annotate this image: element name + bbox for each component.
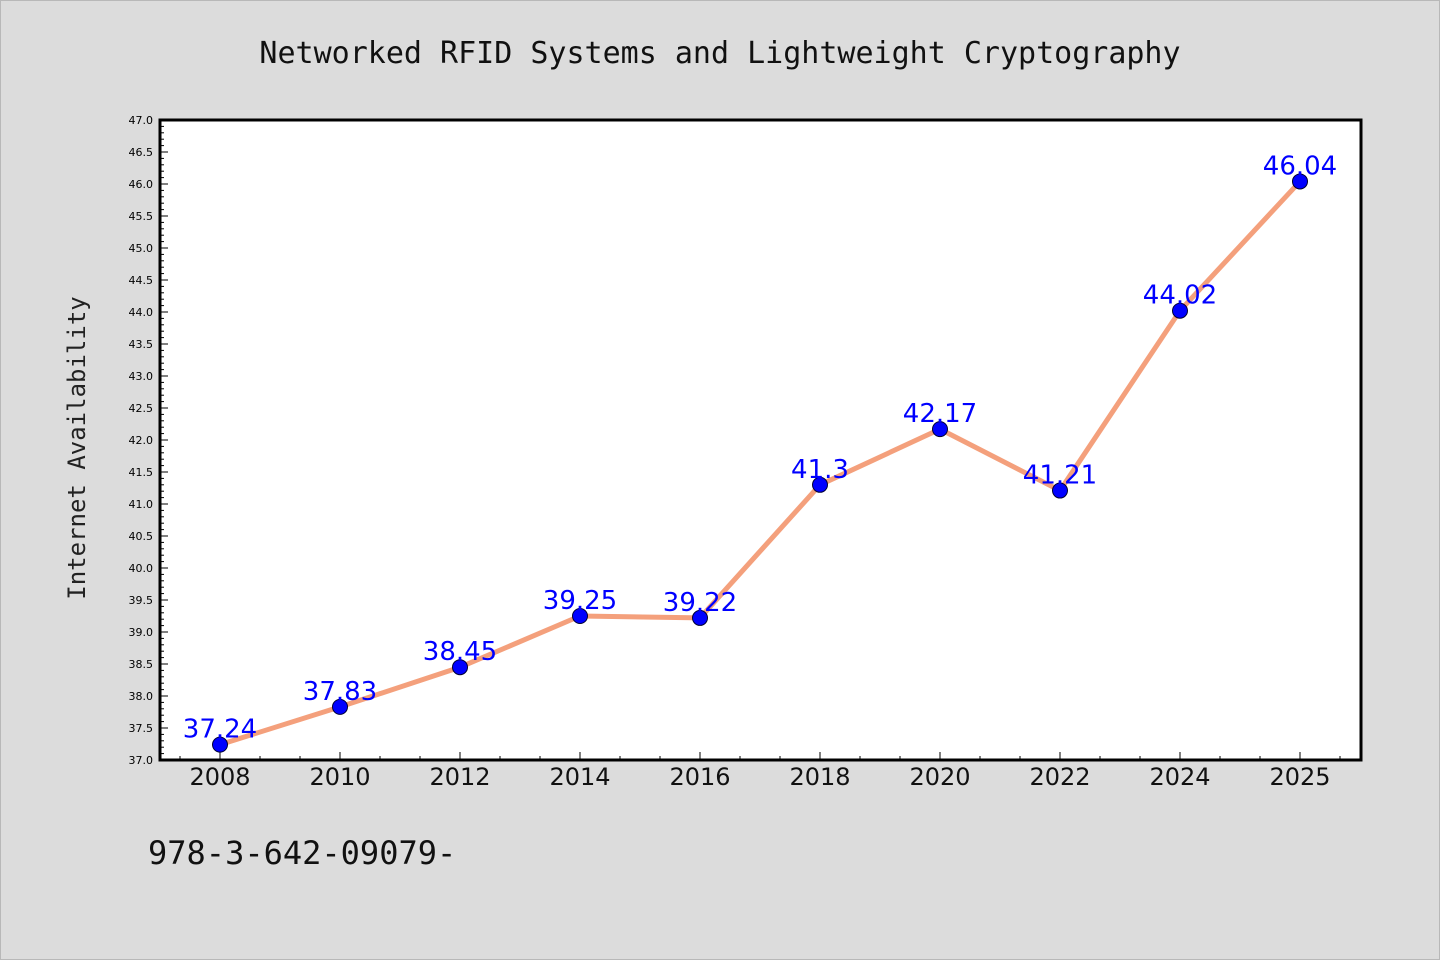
y-tick-label: 44.0 <box>129 306 154 319</box>
y-tick-label: 45.0 <box>129 242 154 255</box>
data-point-marker <box>1172 302 1188 319</box>
data-point-label: 39.22 <box>663 588 737 618</box>
x-tick-label: 2020 <box>909 763 970 791</box>
data-point-marker <box>572 608 588 624</box>
x-tick-label: 2024 <box>1149 763 1210 791</box>
data-point-marker <box>332 698 348 715</box>
chart-title: Networked RFID Systems and Lightweight C… <box>259 36 1180 71</box>
data-markers <box>212 173 1308 753</box>
data-point-label: 42.17 <box>903 399 977 429</box>
data-labels: 37.24 37.83 38.45 39.25 39.22 41.3 42.17 41.21 4… <box>183 151 1337 744</box>
y-tick-label: 38.0 <box>129 690 154 703</box>
plot-border <box>158 118 1363 762</box>
y-tick-label: 47.0 <box>129 114 154 127</box>
y-tick-label: 43.0 <box>129 370 154 383</box>
data-point-marker <box>692 609 708 626</box>
footer-isbn-text: 978-3-642-09079- <box>148 834 456 872</box>
y-tick-label: 39.0 <box>129 626 154 639</box>
data-point-label: 38.45 <box>423 637 497 667</box>
x-tick-label: 2008 <box>189 763 250 791</box>
y-axis-label: Internet Availability <box>63 296 91 599</box>
x-tick-label: 2022 <box>1029 763 1090 791</box>
y-tick-label: 42.5 <box>129 402 154 415</box>
y-tick-label: 37.5 <box>129 722 154 735</box>
data-point-label: 37.24 <box>183 715 257 745</box>
plot-area <box>160 120 1361 760</box>
y-tick-label: 40.0 <box>129 562 154 575</box>
data-point-marker <box>1292 173 1308 190</box>
data-point-marker <box>812 476 828 493</box>
y-tick-label: 41.0 <box>129 498 154 511</box>
x-tick-label: 2018 <box>789 763 850 791</box>
y-tick-label: 40.5 <box>129 530 154 543</box>
data-point-marker <box>1052 482 1068 499</box>
data-point-label: 39.25 <box>543 586 617 616</box>
x-tick-label: 2014 <box>549 763 610 791</box>
x-tick-label: 2010 <box>309 763 370 791</box>
y-tick-label: 46.5 <box>129 146 154 159</box>
y-tick-label: 39.5 <box>129 594 154 607</box>
data-point-label: 41.21 <box>1023 461 1097 491</box>
y-tick-label: 38.5 <box>129 658 154 671</box>
x-tick-label: 2016 <box>669 763 730 791</box>
data-point-label: 41.3 <box>791 455 849 485</box>
y-tick-label: 42.0 <box>129 434 154 447</box>
data-point-marker <box>452 659 468 676</box>
data-point-label: 46.04 <box>1263 151 1337 181</box>
data-point-label: 37.83 <box>303 677 377 707</box>
series-line <box>217 178 1303 748</box>
y-tick-label: 45.5 <box>129 210 154 223</box>
data-point-marker <box>932 421 948 438</box>
x-tick-label: 2012 <box>429 763 490 791</box>
y-tick-label: 37.0 <box>129 754 154 767</box>
data-point-label: 44.02 <box>1143 281 1217 311</box>
x-axis-ticks: 2008 2010 2012 2014 2016 2018 2020 2022 2024 2025 <box>179 752 1341 791</box>
data-point-marker <box>212 736 228 753</box>
x-tick-label: 2025 <box>1269 763 1330 791</box>
y-tick-label: 46.0 <box>129 178 154 191</box>
y-tick-label: 43.5 <box>129 338 154 351</box>
y-tick-label: 41.5 <box>129 466 154 479</box>
y-tick-label: 44.5 <box>129 274 154 287</box>
